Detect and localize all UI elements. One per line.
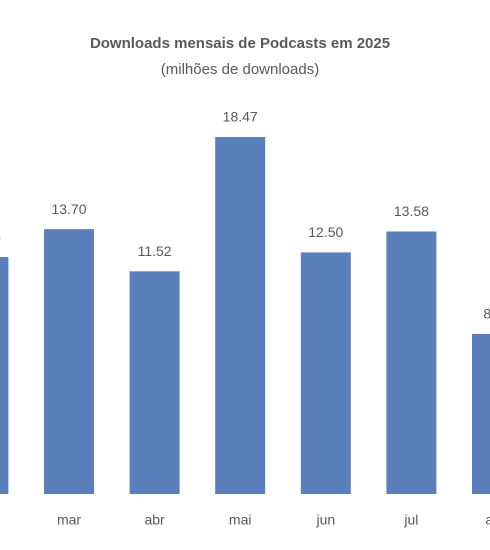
bar (386, 231, 437, 494)
x-tick-label: ago (485, 512, 490, 528)
x-tick-label: mar (57, 512, 81, 528)
x-tick-label: mai (229, 512, 252, 528)
data-label: 12.26 (0, 229, 1, 245)
x-tick-label: jul (403, 512, 418, 528)
bar (472, 333, 490, 494)
chart-subtitle: (milhões de downloads) (161, 61, 319, 78)
data-label: 18.47 (223, 109, 258, 125)
bar (215, 136, 266, 494)
data-label: 12.50 (308, 224, 343, 240)
bar (44, 229, 94, 494)
data-label: 11.52 (138, 243, 172, 259)
x-tick-label: jun (315, 512, 335, 528)
bar (300, 252, 351, 494)
x-tick-label: abr (144, 512, 165, 528)
data-label: 13.70 (51, 201, 86, 217)
bar (0, 257, 9, 494)
chart-title: Downloads mensais de Podcasts em 2025 (90, 35, 390, 52)
bar (129, 271, 180, 494)
data-label: 13.58 (394, 203, 429, 219)
data-label: 8.28 (483, 306, 490, 322)
